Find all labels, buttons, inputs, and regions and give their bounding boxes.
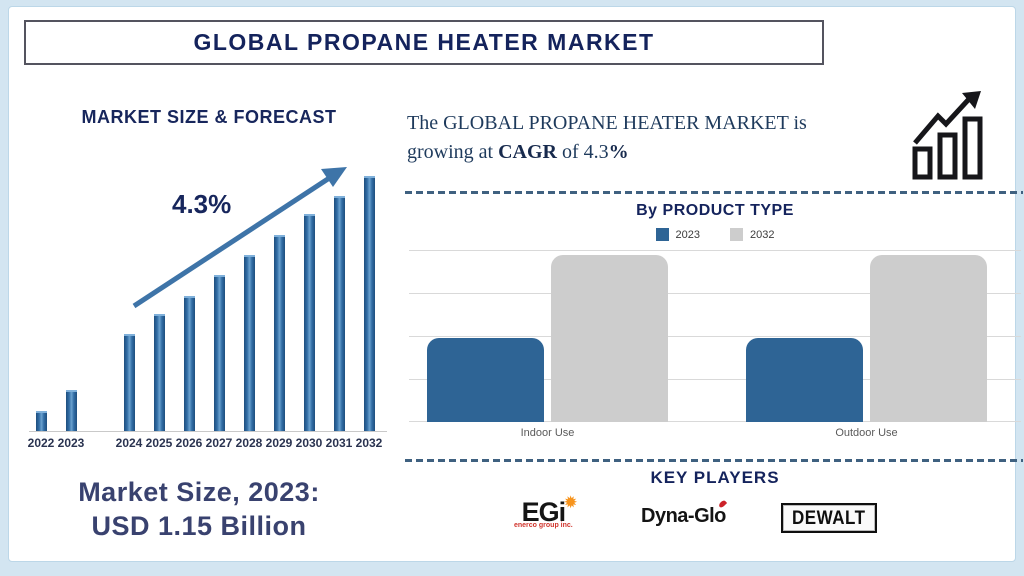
egi-logo-tagline: enerco group inc. [514, 522, 573, 529]
summary-cagr-bold: CAGR [498, 141, 557, 163]
page-title: GLOBAL PROPANE HEATER MARKET [193, 29, 655, 55]
forecast-year-label-2022: 2022 [27, 436, 55, 450]
forecast-bar-2030 [303, 214, 315, 431]
forecast-bar-2029 [273, 235, 285, 431]
gridline [409, 293, 1021, 294]
category-label-indoor-use: Indoor Use [520, 427, 575, 439]
forecast-bar-2032 [363, 176, 375, 431]
forecast-year-label-2028: 2028 [235, 436, 263, 450]
egi-logo-text: EGi [521, 497, 567, 527]
legend-label-2032: 2032 [750, 228, 775, 241]
gridline [409, 250, 1021, 251]
forecast-bar-2031 [333, 196, 345, 431]
egi-sun-icon: ✹ [563, 493, 578, 512]
growth-chart-icon [912, 91, 983, 180]
forecast-bar-2022 [35, 411, 47, 431]
legend-item-2032: 2032 [730, 228, 774, 241]
forecast-year-label-2026: 2026 [175, 436, 203, 450]
gridline [409, 379, 1021, 380]
dewalt-logo-text: DEWALT [792, 506, 866, 529]
product-type-legend: 2023 2032 [409, 228, 1021, 241]
forecast-bar-2026 [183, 296, 195, 431]
summary-line1: The GLOBAL PROPANE HEATER MARKET is [407, 112, 807, 134]
forecast-year-label-2027: 2027 [205, 436, 233, 450]
forecast-bar-chart [29, 175, 389, 431]
forecast-bar-2023 [65, 390, 77, 431]
legend-item-2023: 2023 [655, 228, 700, 241]
forecast-axis-line [29, 431, 387, 432]
forecast-bar-2028 [243, 255, 255, 431]
dewalt-logo: DEWALT [781, 503, 877, 533]
market-summary-text: The GLOBAL PROPANE HEATER MARKET is grow… [407, 109, 907, 167]
forecast-year-label-2029: 2029 [265, 436, 293, 450]
key-players-title: KEY PLAYERS [650, 468, 780, 487]
market-size-line2: USD 1.15 Billion [91, 511, 307, 541]
forecast-bar-2025 [153, 314, 165, 431]
legend-label-2023: 2023 [675, 228, 700, 241]
gridline [409, 421, 1021, 422]
product-bar-indoor-use-2023 [427, 338, 544, 422]
legend-swatch-2023 [655, 228, 669, 241]
forecast-chart-title: MARKET SIZE & FORECAST [81, 107, 337, 127]
dashed-separator-bottom [405, 459, 1023, 462]
forecast-year-label-2030: 2030 [295, 436, 323, 450]
product-bar-indoor-use-2032 [551, 255, 668, 422]
dyna-glo-logo: Dyna-Glo [641, 499, 728, 528]
growth-trend-arrow-icon [132, 167, 347, 309]
legend-swatch-2032 [730, 228, 743, 241]
title-banner: GLOBAL PROPANE HEATER MARKET [24, 20, 824, 65]
product-type-chart-title: By PRODUCT TYPE [636, 202, 794, 219]
egi-logo: EGi ✹ enerco group inc. [514, 493, 578, 529]
summary-percent-bold: % [608, 141, 629, 163]
market-size-line1: Market Size, 2023: [78, 477, 320, 507]
forecast-year-label-2023: 2023 [57, 436, 85, 450]
market-size-callout: Market Size, 2023: USD 1.15 Billion [34, 475, 364, 543]
forecast-bar-2027 [213, 275, 225, 431]
category-label-outdoor-use: Outdoor Use [835, 427, 898, 439]
gridline [409, 336, 1021, 337]
cagr-value-label: 4.3% [172, 189, 232, 219]
forecast-year-label-2031: 2031 [325, 436, 353, 450]
forecast-year-label-2024: 2024 [115, 436, 143, 450]
infographic-canvas: GLOBAL PROPANE HEATER MARKET MARKET SIZE… [8, 6, 1023, 562]
dashed-separator-top [405, 191, 1023, 194]
forecast-year-label-2025: 2025 [145, 436, 173, 450]
key-players-logo-row: EGi ✹ enerco group inc. Dyna-Glo DEWALT [429, 493, 1009, 547]
dyna-glo-logo-text: Dyna-Glo [641, 505, 726, 527]
product-bar-outdoor-use-2032 [870, 255, 987, 422]
forecast-bar-2024 [123, 334, 135, 431]
forecast-year-labels: 2022 2023 2024 2025 2026 2027 2028 2029 2030 2031… [28, 436, 389, 452]
summary-line2-mid: of 4.3 [556, 141, 609, 163]
product-bar-outdoor-use-2023 [746, 338, 863, 422]
summary-line2-pre: growing at [407, 141, 499, 163]
forecast-year-label-2032: 2032 [355, 436, 383, 450]
product-type-bar-chart: Indoor Use Outdoor Use [409, 250, 1021, 439]
